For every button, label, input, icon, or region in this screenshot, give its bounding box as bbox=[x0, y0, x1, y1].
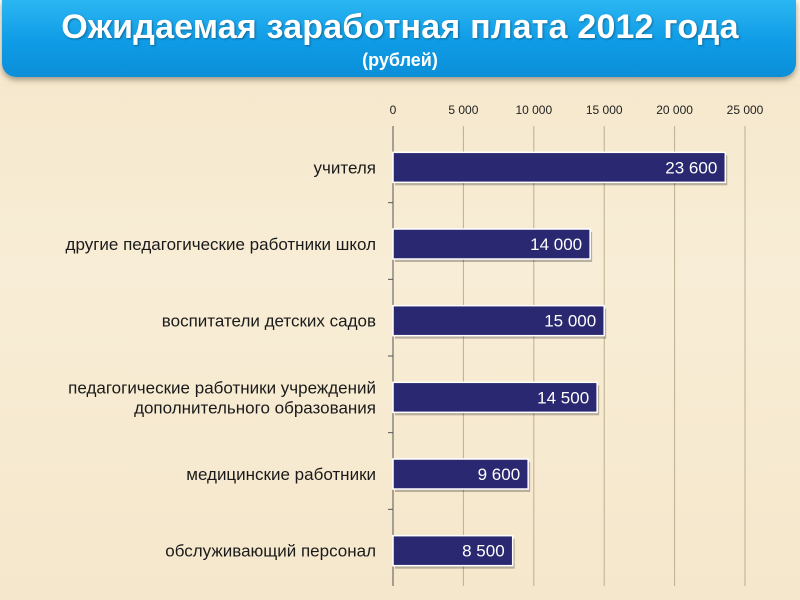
category-label-3-line-1: дополнительного образования bbox=[134, 398, 376, 417]
data-label-5: 8 500 bbox=[462, 542, 505, 561]
x-tick-label-1: 5 000 bbox=[448, 103, 478, 117]
bar-5 bbox=[392, 534, 514, 567]
category-label-3-line-0: педагогические работники учреждений bbox=[68, 378, 376, 397]
bar-1 bbox=[392, 228, 591, 260]
x-tick-label-5: 25 000 bbox=[727, 103, 764, 117]
category-label-1: другие педагогические работники школ bbox=[66, 235, 376, 254]
bar-3 bbox=[392, 381, 598, 414]
bar-0 bbox=[392, 151, 727, 184]
category-label-4: медицинские работники bbox=[186, 465, 376, 484]
title-banner bbox=[2, 0, 796, 77]
category-label-2: воспитатели детских садов bbox=[162, 312, 376, 331]
data-label-0: 23 600 bbox=[665, 158, 717, 177]
x-tick-label-2: 10 000 bbox=[515, 103, 552, 117]
page-title: Ожидаемая заработная плата 2012 года bbox=[61, 8, 739, 46]
category-label-5: обслуживающий персонал bbox=[165, 542, 376, 561]
data-label-4: 9 600 bbox=[478, 465, 521, 484]
data-label-3: 14 500 bbox=[537, 388, 589, 407]
x-tick-label-0: 0 bbox=[390, 103, 397, 117]
x-tick-label-3: 15 000 bbox=[586, 103, 623, 117]
bar-4 bbox=[392, 458, 529, 490]
salary-bar-chart: 0 5 000 10 000 15 000 20 000 25 000 23 600 учит… bbox=[66, 103, 764, 586]
page-subtitle: (рублей) bbox=[362, 50, 438, 70]
chart-area: 0 5 000 10 000 15 000 20 000 25 000 23 600 учит… bbox=[0, 86, 800, 600]
bar-2 bbox=[392, 304, 605, 337]
category-label-0: учителя bbox=[314, 158, 376, 177]
x-tick-label-4: 20 000 bbox=[656, 103, 693, 117]
data-label-2: 15 000 bbox=[544, 312, 596, 331]
data-label-1: 14 000 bbox=[530, 235, 582, 254]
